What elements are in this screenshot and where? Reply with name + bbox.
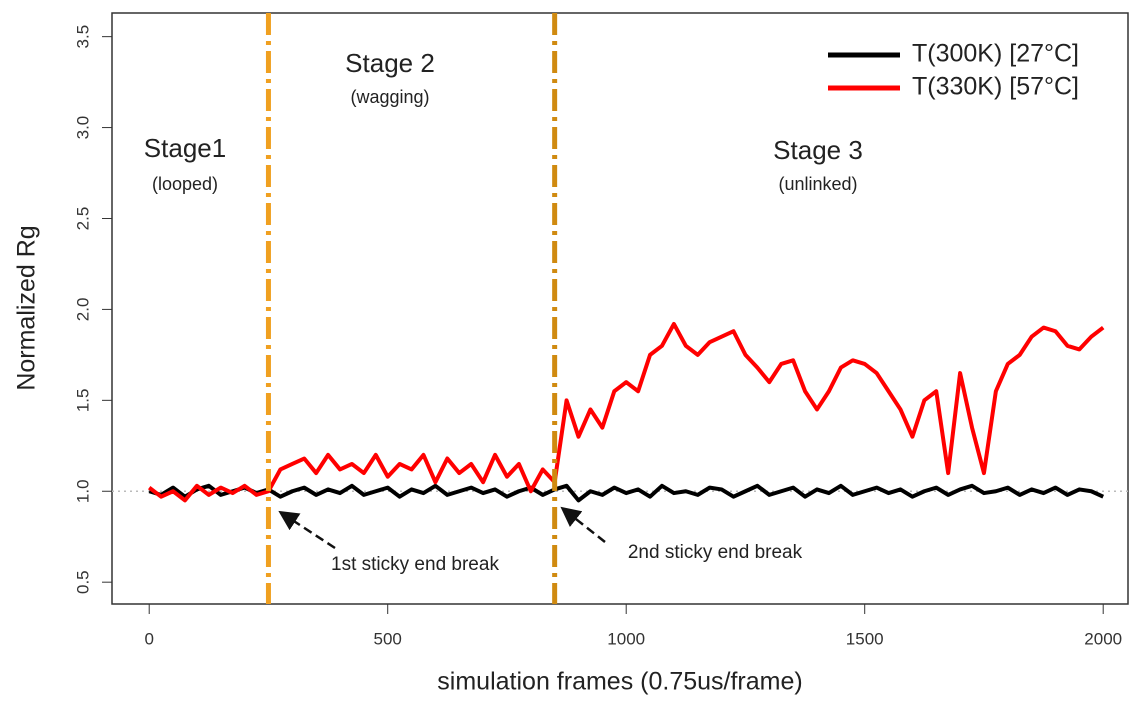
y-tick-label: 3.5 <box>73 25 92 49</box>
arrow <box>560 506 606 543</box>
legend-label: T(330K) [57°C] <box>912 73 1079 101</box>
x-tick-label: 1000 <box>607 629 645 648</box>
y-tick-label: 2.5 <box>73 207 92 231</box>
y-tick-label: 0.5 <box>73 570 92 594</box>
legend-label: T(300K) [27°C] <box>912 40 1079 68</box>
x-tick-label: 500 <box>374 629 402 648</box>
annotation: 2nd sticky end break <box>628 542 803 563</box>
annotation: Stage 2 <box>345 48 435 78</box>
y-tick-label: 1.5 <box>73 389 92 413</box>
annotation: (looped) <box>152 174 218 194</box>
y-tick-label: 2.0 <box>73 298 92 322</box>
x-tick-label: 0 <box>144 629 153 648</box>
annotation: (wagging) <box>350 87 429 107</box>
annotation: 1st sticky end break <box>331 554 499 575</box>
series-line <box>147 321 1105 503</box>
x-tick-label: 1500 <box>846 629 884 648</box>
y-axis-label: Normalized Rg <box>13 225 41 390</box>
annotation: Stage 3 <box>773 135 863 165</box>
annotation: (unlinked) <box>778 174 857 194</box>
y-tick-label: 1.0 <box>73 479 92 503</box>
plot-frame <box>111 12 1129 605</box>
series-line <box>148 483 1105 503</box>
arrow <box>278 510 336 550</box>
x-tick-label: 2000 <box>1084 629 1122 648</box>
y-tick-label: 3.0 <box>73 116 92 140</box>
x-axis-label: simulation frames (0.75us/frame) <box>437 668 802 696</box>
annotation: Stage1 <box>144 133 226 163</box>
